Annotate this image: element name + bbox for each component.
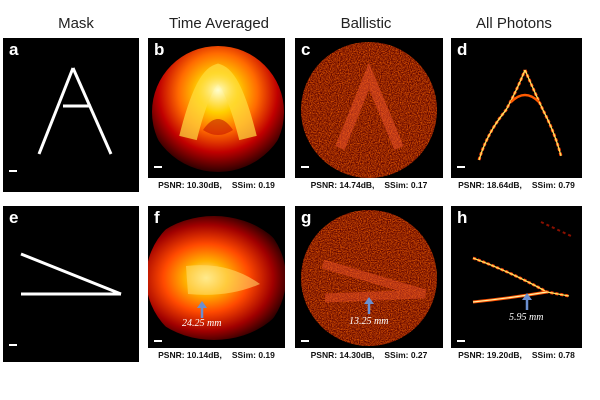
ssim-value: SSim: 0.19 xyxy=(231,350,275,360)
panel-label: a xyxy=(9,40,19,59)
column-header-all-photons: All Photons xyxy=(476,15,552,32)
scale-bar xyxy=(154,166,162,168)
mask-e-image xyxy=(20,252,122,296)
psnr-value: PSNR: 14.74dB, xyxy=(310,180,375,190)
panel-label: b xyxy=(154,40,165,59)
panel-label: d xyxy=(457,40,468,59)
panel-g-ballistic: g 13.25 mm PSNR: 14.30dB, SSim: 0.27 xyxy=(295,206,443,362)
time-averaged-image xyxy=(152,46,284,178)
ssim-value: SSim: 0.78 xyxy=(531,350,575,360)
psnr-value: PSNR: 10.30dB, xyxy=(158,180,222,190)
scale-bar xyxy=(9,344,17,346)
scale-bar xyxy=(301,340,309,342)
scale-bar xyxy=(301,166,309,168)
column-header-mask: Mask xyxy=(58,15,94,32)
column-header-time-averaged: Time Averaged xyxy=(168,15,270,32)
panel-label: f xyxy=(154,208,160,227)
time-averaged-image xyxy=(148,208,285,348)
metrics-bar: PSNR: 19.20dB, SSim: 0.78 xyxy=(451,348,582,362)
ballistic-image xyxy=(301,210,437,346)
metrics-bar: PSNR: 14.30dB, SSim: 0.27 xyxy=(295,348,443,362)
panel-f-time-averaged: f 24.25 mm PSNR: 10.14dB, SSim: 0.19 xyxy=(148,206,285,362)
metrics-bar: PSNR: 18.64dB, SSim: 0.79 xyxy=(451,178,582,192)
panel-label: h xyxy=(457,208,468,227)
all-photons-image xyxy=(477,69,563,161)
all-photons-image xyxy=(472,221,572,310)
ssim-value: SSim: 0.79 xyxy=(531,180,575,190)
distance-label: 13.25 mm xyxy=(349,316,389,327)
metrics-bar: PSNR: 10.30dB, SSim: 0.19 xyxy=(148,178,285,192)
panel-label: c xyxy=(301,40,311,59)
mask-a-image xyxy=(37,67,113,155)
metrics-bar: PSNR: 10.14dB, SSim: 0.19 xyxy=(148,348,285,362)
scale-bar xyxy=(457,340,465,342)
distance-label: 5.95 mm xyxy=(509,312,544,323)
ballistic-image xyxy=(301,42,437,178)
ssim-value: SSim: 0.19 xyxy=(231,180,275,190)
panel-b-time-averaged: b PSNR: 10.30dB, SSim: 0.19 xyxy=(148,38,285,192)
panel-h-all-photons: h 5.95 mm PSNR: 19.20dB, SSim: 0.78 xyxy=(451,206,582,362)
panel-e-mask: e xyxy=(3,206,139,362)
metrics-bar: PSNR: 14.74dB, SSim: 0.17 xyxy=(295,178,443,192)
scale-bar xyxy=(457,166,465,168)
panel-c-ballistic: c PSNR: 14.74dB, SSim: 0.17 xyxy=(295,38,443,192)
distance-label: 24.25 mm xyxy=(182,318,222,329)
psnr-value: PSNR: 18.64dB, xyxy=(458,180,522,190)
panel-d-all-photons: d PSNR: 18.64dB, SSim: 0.79 xyxy=(451,38,582,192)
psnr-value: PSNR: 10.14dB, xyxy=(158,350,222,360)
scale-bar xyxy=(154,340,162,342)
ssim-value: SSim: 0.17 xyxy=(384,180,428,190)
ssim-value: SSim: 0.27 xyxy=(384,350,428,360)
psnr-value: PSNR: 14.30dB, xyxy=(310,350,375,360)
column-header-ballistic: Ballistic xyxy=(340,15,392,32)
panel-label: e xyxy=(9,208,19,227)
scale-bar xyxy=(9,170,17,172)
panel-label: g xyxy=(301,208,312,227)
psnr-value: PSNR: 19.20dB, xyxy=(458,350,522,360)
panel-a-mask: a xyxy=(3,38,139,192)
